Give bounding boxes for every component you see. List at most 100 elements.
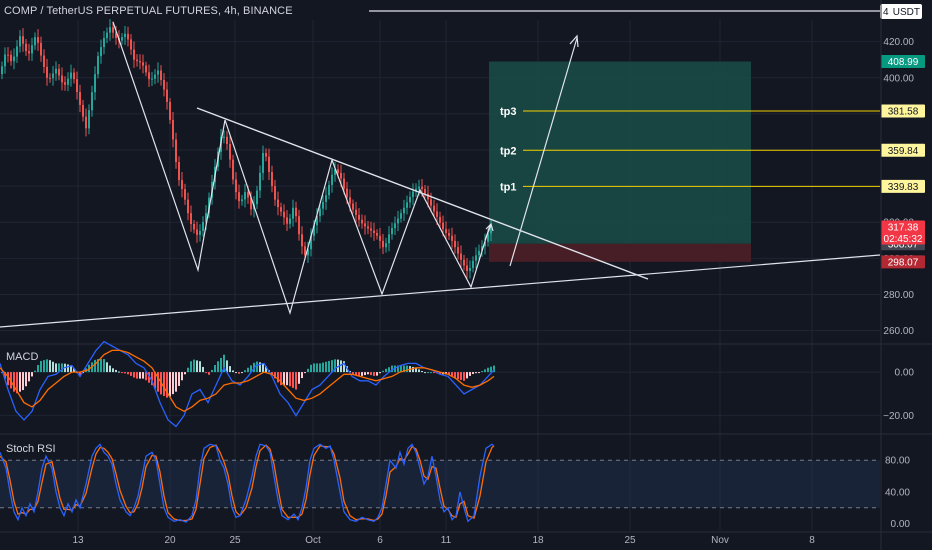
- macd-histogram-bar: [337, 359, 339, 373]
- candle-body: [163, 80, 165, 90]
- candle-body: [52, 73, 54, 79]
- candle-body: [157, 70, 159, 75]
- macd-histogram-bar: [238, 372, 240, 374]
- candle-body: [406, 202, 408, 208]
- candle-body: [379, 235, 381, 241]
- candle-body: [421, 186, 423, 190]
- candle-body: [439, 216, 441, 223]
- macd-histogram-bar: [310, 364, 312, 373]
- macd-histogram-bar: [367, 372, 369, 375]
- stop-tag: [881, 255, 925, 269]
- candle-body: [19, 36, 21, 47]
- macd-axis-label: 0.00: [895, 368, 915, 379]
- macd-histogram-bar: [460, 372, 462, 380]
- price-axis-label: 260.00: [883, 326, 914, 337]
- macd-histogram-bar: [415, 367, 417, 373]
- macd-histogram-bar: [427, 372, 429, 374]
- candle-body: [13, 56, 15, 62]
- macd-axis-label: −20.00: [883, 411, 914, 422]
- macd-histogram-bar: [277, 372, 279, 383]
- price-axis-label: 420.00: [883, 37, 914, 48]
- macd-histogram-bar: [70, 365, 72, 373]
- macd-histogram-bar: [454, 372, 456, 379]
- macd-histogram-bar: [388, 367, 390, 373]
- macd-histogram-bar: [166, 372, 168, 398]
- macd-histogram-bar: [298, 372, 300, 384]
- macd-histogram-bar: [328, 360, 330, 373]
- candle-body: [382, 240, 384, 248]
- candle-body: [373, 230, 375, 234]
- candle-body: [235, 179, 237, 193]
- symbol-title: COMP / TetherUS PERPETUAL FUTURES, 4h, B…: [4, 5, 293, 17]
- macd-histogram-bar: [22, 372, 24, 391]
- candle-body: [286, 217, 288, 224]
- candle-body: [265, 153, 267, 157]
- macd-histogram-bar: [295, 372, 297, 390]
- stoch-rsi-d-line: [0, 444, 495, 522]
- macd-histogram-bar: [103, 359, 105, 373]
- candle-body: [46, 66, 48, 78]
- candle-body: [241, 199, 243, 202]
- candle-body: [472, 260, 474, 268]
- candle-body: [364, 223, 366, 227]
- macd-histogram-bar: [229, 366, 231, 373]
- macd-histogram-bar: [274, 372, 276, 379]
- candle-body: [403, 207, 405, 214]
- macd-histogram-bar: [400, 365, 402, 373]
- macd-histogram-bar: [184, 372, 186, 375]
- macd-histogram-bar: [181, 372, 183, 381]
- candle-body: [304, 246, 306, 256]
- small-arrow: [484, 224, 492, 241]
- candle-body: [55, 68, 57, 74]
- candle-body: [94, 74, 96, 93]
- macd-histogram-bar: [370, 372, 372, 376]
- tp1-tag-value: 339.83: [888, 182, 919, 193]
- candle-body: [322, 201, 324, 209]
- price-axis-label: 400.00: [883, 73, 914, 84]
- candle-body: [325, 195, 327, 202]
- candle-body: [40, 42, 42, 56]
- macd-histogram-bar: [292, 372, 294, 388]
- candle-body: [91, 92, 93, 111]
- candle-body: [334, 169, 336, 175]
- macd-histogram-bar: [319, 363, 321, 373]
- macd-histogram-bar: [397, 365, 399, 373]
- x-tick-label-Nov: Nov: [711, 535, 729, 546]
- macd-histogram-bar: [115, 369, 117, 373]
- candle-body: [415, 188, 417, 192]
- macd-histogram-bar: [490, 366, 492, 373]
- target-zone: [489, 61, 751, 244]
- candle-body: [175, 139, 177, 163]
- candle-body: [442, 222, 444, 230]
- candle-body: [466, 265, 468, 271]
- macd-histogram-bar: [361, 372, 363, 376]
- macd-histogram-bar: [283, 372, 285, 386]
- macd-histogram-bar: [313, 363, 315, 373]
- candle-body: [166, 89, 168, 102]
- candle-body: [28, 51, 30, 54]
- candle-body: [490, 226, 492, 234]
- candle-body: [361, 219, 363, 224]
- x-tick-label-18: 18: [532, 535, 544, 546]
- macd-histogram-bar: [34, 370, 36, 373]
- macd-histogram-bar: [343, 361, 345, 373]
- candle-body: [205, 213, 207, 222]
- macd-histogram-bar: [385, 368, 387, 373]
- macd-histogram-bar: [307, 368, 309, 373]
- macd-histogram-bar: [49, 360, 51, 373]
- candle-body: [184, 189, 186, 200]
- candle-body: [319, 208, 321, 217]
- candle-body: [367, 226, 369, 229]
- macd-histogram-bar: [121, 372, 123, 374]
- macd-histogram-bar: [331, 360, 333, 373]
- candle-body: [160, 70, 162, 81]
- candle-body: [133, 49, 135, 60]
- candle-body: [85, 116, 87, 129]
- candle-body: [70, 72, 72, 79]
- candle-body: [190, 213, 192, 225]
- macd-histogram-bar: [424, 372, 426, 374]
- candle-body: [448, 233, 450, 236]
- macd-histogram-bar: [355, 372, 357, 376]
- candle-body: [250, 197, 252, 210]
